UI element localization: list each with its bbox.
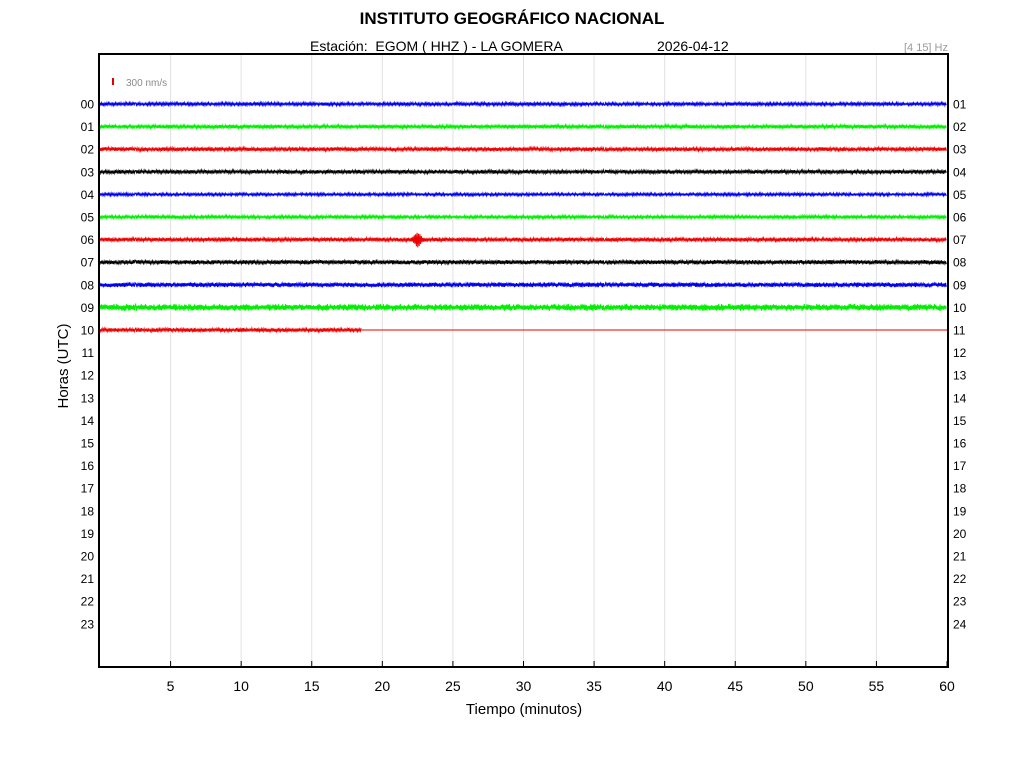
x-tick-label: 10 (233, 678, 249, 694)
y-tick-label-left: 17 (81, 482, 95, 496)
trace-hour-07 (99, 258, 947, 267)
y-tick-label-left: 16 (81, 459, 95, 473)
y-tick-label-right: 08 (953, 256, 967, 270)
trace-hour-03 (99, 167, 947, 176)
x-tick-label: 50 (798, 678, 814, 694)
filter-band-label: [4 15] Hz (903, 42, 948, 54)
date-label: 2026-04-12 (657, 38, 729, 54)
y-tick-label-right: 14 (953, 391, 967, 405)
grid-lines (170, 55, 877, 666)
seismic-traces (99, 100, 947, 334)
y-tick-label-right: 23 (953, 595, 967, 609)
x-tick-label: 55 (869, 678, 885, 694)
scale-label: 300 nm/s (126, 78, 167, 89)
y-tick-label-right: 13 (953, 369, 967, 383)
x-axis-ticks: 5 10 15 20 25 30 35 40 45 50 55 60 (167, 661, 955, 694)
y-tick-label-left: 04 (81, 188, 95, 202)
y-tick-label-right: 01 (953, 98, 967, 112)
x-tick-label: 25 (445, 678, 461, 694)
station-label: Estación: EGOM ( HHZ ) - LA GOMERA (310, 38, 563, 54)
y-tick-label-right: 02 (953, 120, 967, 134)
trace-hour-08 (99, 281, 947, 289)
y-tick-label-left: 08 (81, 278, 95, 292)
y-axis-left-ticks: 00 01 02 03 04 05 06 07 08 09 10 11 12 13 14 15 16 17 18 19… (81, 98, 95, 632)
y-tick-label-right: 17 (953, 459, 967, 473)
trace-hour-05 (99, 213, 947, 221)
x-tick-label: 35 (586, 678, 602, 694)
trace-hour-10 (99, 326, 362, 334)
y-axis-right-ticks: 01 02 03 04 05 06 07 08 09 10 11 12 13 14 15 16 17 18 19 20… (953, 98, 967, 632)
x-tick-label: 45 (727, 678, 743, 694)
y-tick-label-right: 04 (953, 165, 967, 179)
y-tick-label-right: 07 (953, 233, 967, 247)
y-tick-label-left: 03 (81, 165, 95, 179)
chart-title: INSTITUTO GEOGRÁFICO NACIONAL (359, 9, 665, 28)
y-tick-label-left: 21 (81, 572, 95, 586)
y-tick-label-left: 02 (81, 143, 95, 157)
scale-bar-icon (112, 78, 114, 85)
y-tick-label-left: 18 (81, 504, 95, 518)
y-tick-label-right: 18 (953, 482, 967, 496)
x-tick-label: 30 (516, 678, 532, 694)
trace-hour-02 (99, 145, 947, 154)
y-tick-label-right: 09 (953, 278, 967, 292)
y-tick-label-right: 15 (953, 414, 967, 428)
y-tick-label-left: 12 (81, 369, 95, 383)
x-axis-label: Tiempo (minutos) (466, 701, 582, 718)
y-tick-label-right: 03 (953, 143, 967, 157)
y-tick-label-left: 13 (81, 391, 95, 405)
y-tick-label-left: 20 (81, 550, 95, 564)
trace-hour-04 (99, 191, 947, 198)
trace-hour-06 (99, 232, 947, 248)
y-tick-label-left: 05 (81, 211, 95, 225)
y-tick-label-right: 22 (953, 572, 967, 586)
x-tick-label: 40 (657, 678, 673, 694)
y-tick-label-left: 06 (81, 233, 95, 247)
y-tick-label-left: 15 (81, 437, 95, 451)
y-tick-label-left: 23 (81, 617, 95, 631)
y-tick-label-left: 19 (81, 527, 95, 541)
y-tick-label-left: 14 (81, 414, 95, 428)
y-tick-label-right: 12 (953, 346, 967, 360)
x-tick-label: 20 (375, 678, 391, 694)
x-tick-label: 5 (167, 678, 175, 694)
y-tick-label-left: 11 (82, 346, 95, 360)
x-tick-label: 15 (304, 678, 320, 694)
y-tick-label-right: 10 (953, 301, 967, 315)
y-tick-label-right: 06 (953, 211, 967, 225)
y-tick-label-right: 20 (953, 527, 967, 541)
y-tick-label-left: 07 (81, 256, 95, 270)
x-tick-label: 60 (939, 678, 955, 694)
y-tick-label-left: 10 (81, 324, 95, 338)
y-tick-label-left: 00 (81, 98, 95, 112)
y-tick-label-right: 16 (953, 437, 967, 451)
trace-hour-09 (99, 302, 947, 311)
y-axis-label: Horas (UTC) (55, 323, 72, 408)
y-tick-label-left: 22 (81, 595, 95, 609)
y-tick-label-right: 21 (953, 550, 967, 564)
y-tick-label-right: 11 (953, 324, 966, 338)
y-tick-label-left: 09 (81, 301, 95, 315)
y-tick-label-right: 19 (953, 504, 967, 518)
trace-hour-01 (99, 122, 947, 131)
trace-hour-00 (99, 100, 947, 108)
y-tick-label-right: 05 (953, 188, 967, 202)
y-tick-label-right: 24 (953, 617, 967, 631)
y-tick-label-left: 01 (81, 120, 95, 134)
